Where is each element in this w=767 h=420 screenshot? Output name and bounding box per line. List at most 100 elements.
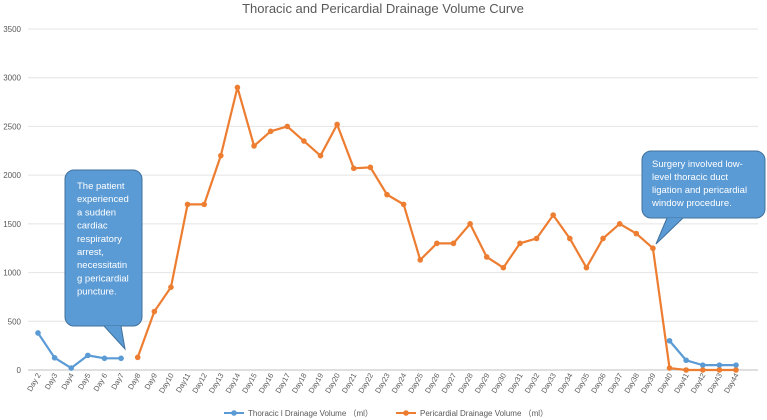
x-tick-label: Day34 xyxy=(556,372,575,395)
data-point xyxy=(218,152,224,159)
y-tick-label: 3500 xyxy=(3,25,21,34)
data-point xyxy=(68,365,75,371)
y-tick-label: 1000 xyxy=(3,269,21,278)
y-tick-label: 500 xyxy=(8,317,22,326)
data-point xyxy=(699,362,706,368)
data-point xyxy=(417,257,424,263)
callout-text-line: ligation and pericardial xyxy=(652,185,747,196)
callout-text-line: arrest, xyxy=(77,247,104,258)
legend-marker xyxy=(231,410,237,416)
data-point xyxy=(616,221,623,227)
data-point xyxy=(699,367,706,373)
callout-text-line: a sudden xyxy=(77,207,116,218)
x-tick-label: Day32 xyxy=(523,372,542,395)
x-tick-label: Day14 xyxy=(224,372,243,395)
data-point xyxy=(533,235,540,242)
x-tick-label: Day26 xyxy=(423,372,442,395)
x-tick-label: Day28 xyxy=(456,372,475,395)
callout-text-line: The patient xyxy=(77,181,125,192)
x-tick-label: Day12 xyxy=(190,372,209,395)
data-point xyxy=(201,201,207,208)
data-point xyxy=(683,357,689,364)
x-tick-label: Day41 xyxy=(672,372,691,395)
x-tick-label: Day30 xyxy=(489,372,508,395)
x-tick-label: Day4 xyxy=(59,372,76,392)
x-tick-label: Day43 xyxy=(705,372,724,395)
y-tick-label: 0 xyxy=(17,366,22,375)
y-tick-label: 2000 xyxy=(3,171,21,180)
x-tick-label: Day18 xyxy=(290,372,309,395)
callout-text-line: puncture. xyxy=(77,287,117,298)
callout-2: Surgery involved low-level thoracic duct… xyxy=(641,150,766,245)
x-tick-label: Day44 xyxy=(722,372,741,395)
callout-text-line: necessitatin xyxy=(77,260,127,271)
series-1 xyxy=(35,330,739,371)
x-tick-label: Day21 xyxy=(340,372,359,395)
x-tick-label: Day15 xyxy=(240,372,259,395)
x-tick-label: Day25 xyxy=(406,372,425,395)
x-tick-label: Day7 xyxy=(109,372,126,392)
data-point xyxy=(367,164,374,171)
series-line xyxy=(668,340,736,367)
x-tick-label: Day39 xyxy=(639,372,658,395)
data-point xyxy=(118,355,124,362)
data-point xyxy=(467,221,473,227)
legend-item-2: Pericardial Drainage Volume （ml） xyxy=(396,409,548,418)
callout-text-line: cardiac xyxy=(77,221,108,232)
x-tick-label: Day5 xyxy=(76,372,93,392)
callout-text-line: window procedure. xyxy=(651,198,732,209)
callout-text-line: respiratory xyxy=(77,234,122,245)
x-tick-label: Day 2 xyxy=(25,372,43,393)
x-tick-label: Day33 xyxy=(539,372,558,395)
data-point xyxy=(483,254,490,260)
x-tick-label: Day40 xyxy=(656,372,675,395)
data-point xyxy=(234,84,241,91)
chart-title: Thoracic and Pericardial Drainage Volume… xyxy=(242,1,524,16)
x-tick-label: Day31 xyxy=(506,372,525,395)
x-tick-label: Day27 xyxy=(440,372,459,395)
callout-text-line: experienced xyxy=(77,194,129,205)
data-point xyxy=(384,191,390,198)
y-tick-label: 1500 xyxy=(3,220,21,229)
x-tick-label: Day13 xyxy=(207,372,226,395)
callout-box xyxy=(641,150,766,219)
x-tick-label: Day17 xyxy=(273,372,292,395)
data-point xyxy=(583,264,590,271)
data-point xyxy=(500,264,507,271)
data-point xyxy=(400,201,407,208)
data-point xyxy=(666,365,673,371)
data-point xyxy=(733,367,739,373)
data-point xyxy=(85,352,91,359)
x-tick-label: Day9 xyxy=(143,372,160,392)
data-point xyxy=(716,362,723,368)
data-point xyxy=(101,355,108,362)
callout-1: The patient experienced a sudden cardiac res… xyxy=(64,169,143,351)
data-point xyxy=(567,235,573,242)
x-tick-label: Day19 xyxy=(307,372,326,395)
x-tick-label: Day10 xyxy=(157,372,176,395)
data-point xyxy=(35,330,41,336)
data-point xyxy=(350,165,357,172)
x-tick-label: Day8 xyxy=(126,372,143,392)
data-point xyxy=(284,123,291,130)
x-tick-label: Day37 xyxy=(606,372,625,395)
data-point xyxy=(134,354,141,361)
x-tick-label: Day 6 xyxy=(92,372,110,393)
data-point xyxy=(716,367,723,373)
legend-marker xyxy=(403,410,409,416)
x-tick-label: Day22 xyxy=(356,372,375,395)
data-point xyxy=(251,143,257,149)
data-point xyxy=(450,240,457,247)
data-point xyxy=(666,337,673,344)
data-point xyxy=(517,240,523,247)
x-tick-label: Day24 xyxy=(390,372,409,395)
y-tick-label: 3000 xyxy=(3,74,21,83)
legend-item-1: Thoracic l Drainage Volume （ml） xyxy=(224,409,373,418)
data-point xyxy=(650,245,656,252)
data-point xyxy=(51,355,58,361)
y-tick-label: 2500 xyxy=(3,122,21,131)
x-tick-label: Day20 xyxy=(323,372,342,395)
x-tick-label: Day23 xyxy=(373,372,392,395)
